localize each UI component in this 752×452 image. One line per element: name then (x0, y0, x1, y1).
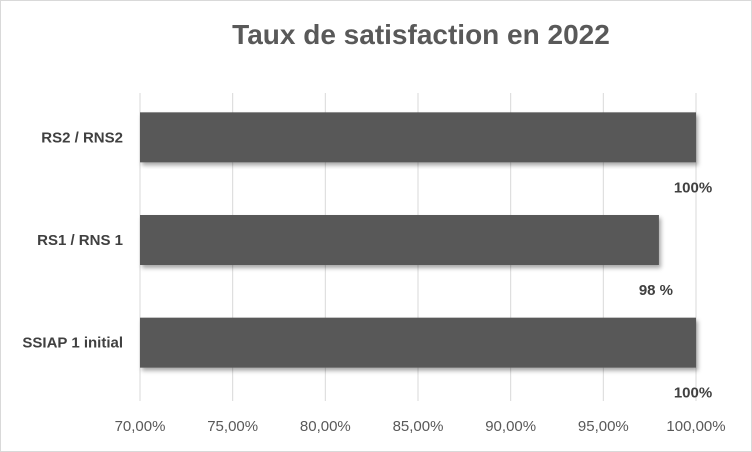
data-label: 98 % (639, 282, 673, 299)
x-tick-label: 70,00% (115, 418, 166, 435)
x-tick-label: 75,00% (207, 418, 258, 435)
x-tick-label: 90,00% (485, 418, 536, 435)
x-tick-label: 85,00% (393, 418, 444, 435)
category-label: SSIAP 1 initial (22, 335, 123, 352)
x-tick-label: 95,00% (578, 418, 629, 435)
bar (140, 112, 696, 163)
chart-title: Taux de satisfaction en 2022 (232, 19, 610, 50)
x-tick-label: 100,00% (666, 418, 725, 435)
x-tick-label: 80,00% (300, 418, 351, 435)
data-label: 100% (674, 179, 712, 196)
bar (140, 215, 659, 265)
category-label: RS2 / RNS2 (41, 129, 123, 146)
category-label: RS1 / RNS 1 (37, 232, 123, 249)
bar (140, 317, 696, 368)
data-label: 100% (674, 385, 712, 402)
